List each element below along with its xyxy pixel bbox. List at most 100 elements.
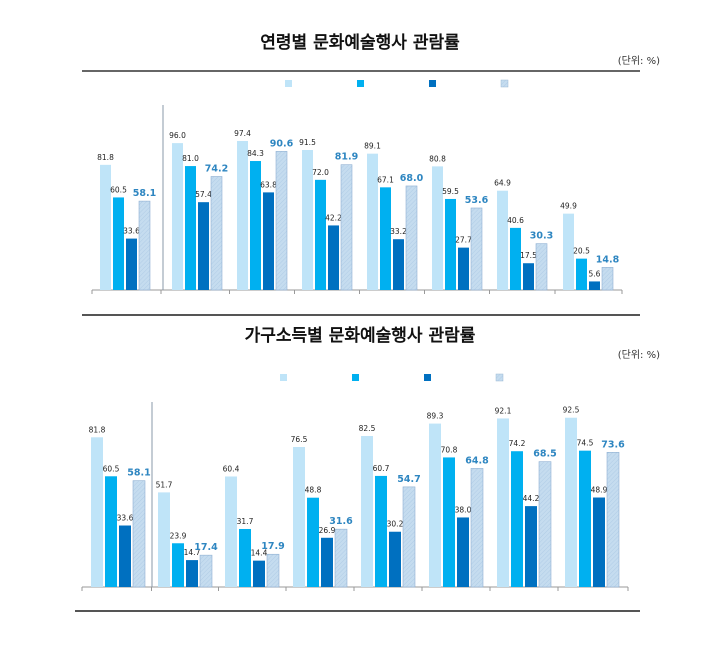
bar-2021 (186, 560, 198, 587)
data-label-2021: 57.4 (195, 190, 212, 199)
data-label-2022: 58.1 (127, 468, 150, 479)
data-label-2021: 33.6 (123, 227, 140, 236)
data-label-2021: 17.5 (520, 251, 537, 260)
bar-2022 (210, 176, 223, 291)
data-label-2021: 63.8 (260, 180, 277, 189)
bar-2020 (105, 476, 117, 587)
data-label-2019: 89.1 (364, 142, 381, 151)
data-label-2020: 74.2 (509, 439, 526, 448)
bar-2022 (402, 486, 416, 588)
bar-2020 (315, 179, 326, 290)
bar-2020 (445, 198, 456, 290)
data-label-2022: 90.6 (270, 138, 294, 149)
data-label-2022: 64.8 (465, 455, 489, 466)
data-label-2019: 89.3 (427, 412, 444, 421)
bar-2022 (138, 200, 151, 291)
data-label-2019: 81.8 (89, 425, 106, 434)
bar-2021 (321, 537, 333, 587)
bar-2020 (113, 197, 124, 290)
bar-2019 (497, 190, 508, 290)
bar-2021 (126, 238, 137, 290)
data-label-2021: 42.2 (325, 213, 342, 222)
data-label-2021: 44.2 (523, 494, 540, 503)
data-label-2020: 20.5 (573, 247, 590, 256)
data-label-2021: 26.9 (319, 526, 336, 535)
data-label-2019: 60.4 (223, 464, 240, 473)
bar-2021 (389, 531, 401, 587)
data-label-2020: 70.8 (441, 445, 458, 454)
bar-2022 (470, 468, 484, 588)
data-label-2022: 68.5 (533, 449, 556, 460)
data-label-2022: 81.9 (335, 152, 358, 163)
data-label-2021: 14.7 (184, 548, 201, 557)
legend-swatch-2021 (424, 374, 431, 381)
data-label-2022: 17.9 (261, 541, 284, 552)
data-label-2022: 53.6 (465, 195, 489, 206)
bar-2020 (172, 543, 184, 587)
data-label-2019: 80.8 (429, 154, 446, 163)
bar-2021 (457, 517, 469, 587)
data-label-2022: 68.0 (400, 173, 424, 184)
data-label-2019: 51.7 (156, 480, 173, 489)
chart-title-1: 연령별 문화예술행사 관람률 (260, 32, 460, 53)
bar-2022 (266, 553, 280, 588)
data-label-2021: 48.9 (591, 486, 608, 495)
bar-2021 (119, 525, 131, 587)
bar-2022 (405, 185, 418, 291)
bar-2019 (361, 436, 373, 587)
data-label-2021: 33.6 (117, 514, 134, 523)
bar-2022 (275, 151, 288, 291)
bar-2020 (239, 528, 251, 587)
legend-swatch-2021 (429, 80, 436, 87)
bar-2020 (576, 258, 587, 290)
bar-2021 (525, 506, 537, 587)
data-label-2021: 38.0 (455, 505, 472, 514)
data-label-2020: 59.5 (442, 187, 459, 196)
data-label-2020: 67.1 (377, 175, 394, 184)
data-label-2020: 60.7 (373, 464, 390, 473)
chart-title-2: 가구소득별 문화예술행사 관람률 (245, 325, 476, 346)
chart-2: 81.8 60.5 33.6 58.1 51.7 23.9 14.717.4 60.4 31.7… (81, 373, 629, 591)
data-label-2022: 54.7 (397, 474, 420, 485)
bar-2021 (589, 281, 600, 290)
data-label-2022: 73.6 (601, 439, 625, 450)
bar-2019 (293, 447, 305, 587)
bar-2020 (380, 187, 391, 290)
bar-2020 (510, 227, 521, 290)
data-label-2021: 14.4 (251, 549, 268, 558)
bar-2021 (253, 560, 265, 587)
unit-label-1: (단위: %) (618, 54, 660, 67)
bar-2022 (132, 480, 146, 588)
data-label-2022: 74.2 (205, 163, 228, 174)
bar-2022 (538, 461, 552, 588)
bar-2021 (593, 497, 605, 587)
data-label-2020: 31.7 (237, 517, 254, 526)
bar-2020 (511, 451, 523, 587)
bar-2022 (470, 207, 483, 291)
data-label-2020: 60.5 (110, 185, 127, 194)
bar-2019 (367, 153, 378, 290)
bar-2021 (393, 239, 404, 290)
data-label-2020: 40.6 (507, 216, 524, 225)
bar-2020 (185, 166, 196, 290)
bar-2019 (563, 213, 574, 290)
legend-swatch-2020 (352, 374, 359, 381)
data-label-2020: 84.3 (247, 149, 264, 158)
data-label-2019: 91.5 (299, 138, 316, 147)
bar-2019 (237, 140, 248, 290)
bar-2019 (225, 476, 237, 587)
bar-2022 (199, 554, 213, 588)
chart-1: 81.8 60.5 33.6 58.1 96.0 81.0 57.4 74.2 97.4 84.3… (91, 79, 623, 294)
data-label-2020: 74.5 (577, 439, 594, 448)
bar-2022 (334, 528, 348, 588)
data-label-2021: 33.2 (390, 227, 407, 236)
data-label-2021: 5.6 (589, 269, 601, 278)
legend-swatch-2020 (357, 80, 364, 87)
data-label-2019: 97.4 (234, 129, 251, 138)
legend-swatch-2019 (280, 374, 287, 381)
bar-2019 (432, 166, 443, 290)
bar-2019 (429, 423, 441, 587)
bar-2021 (328, 225, 339, 290)
data-label-2020: 48.8 (305, 486, 322, 495)
